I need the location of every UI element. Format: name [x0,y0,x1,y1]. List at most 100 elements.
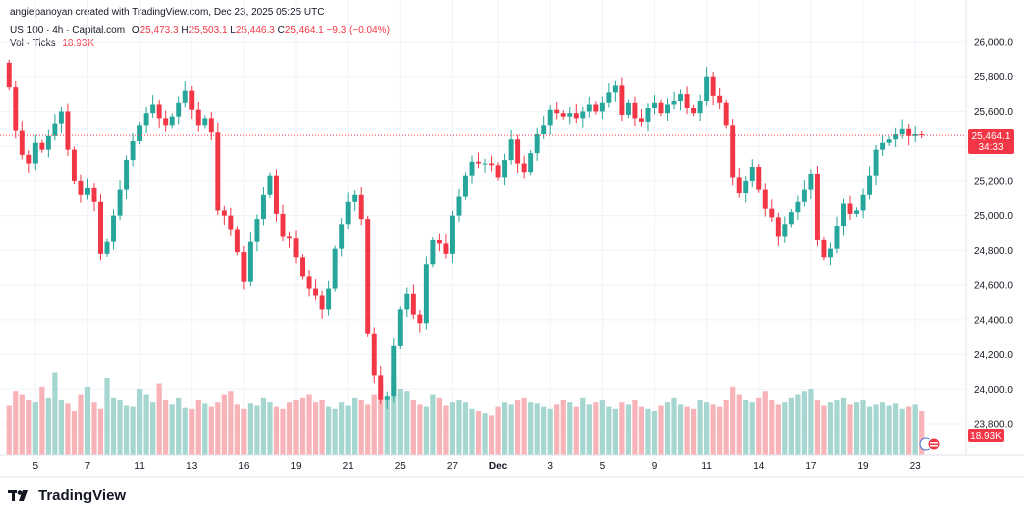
price-axis[interactable]: 26,000.025,800.025,600.025,400.025,200.0… [974,38,1013,431]
volume-bar [853,402,860,455]
volume-bar [26,400,32,455]
candle-body [775,217,781,237]
volume-bar [899,408,905,455]
volume-bar [423,406,429,455]
volume-bar [749,402,755,455]
high-value: 25,503.1 [188,25,228,36]
time-tick-label: 16 [238,461,250,472]
volume-bar [397,389,403,455]
volume-bar [599,400,605,455]
volume-bar [78,394,84,455]
candle-body [808,173,814,190]
candle-body [332,248,338,289]
candle-body [880,142,886,150]
flag-icon[interactable] [919,437,941,451]
volume-bar [443,405,449,455]
price-badge-countdown: 34:33 [978,142,1003,153]
candle-body [730,125,736,178]
volume-bar [482,413,488,455]
candle-body [182,90,188,103]
candle-body [26,154,32,164]
candle-body [567,113,573,117]
volume-bar [449,402,456,455]
price-tick-label: 24,200.0 [974,350,1013,361]
volume-bar [528,402,534,455]
volume-bar [247,403,254,455]
volume-bar [84,386,91,455]
volume-bar [840,397,847,455]
candle-body [143,113,149,126]
time-axis[interactable]: 5 7 11 13 16 19 21 25 27 Dec 3 5 9 11 14 17 19 23 [33,461,922,472]
candle-body [358,194,364,220]
symbol-label[interactable]: US 100 · 4h · Capital.com [10,25,126,36]
volume-bar [345,405,351,455]
time-tick-label: 5 [33,461,39,472]
volume-bar [202,403,208,455]
candle-body [788,212,794,225]
volume-bar [651,411,658,455]
candle-body [469,161,475,176]
volume-bar [866,406,873,455]
volume-bar [293,400,299,455]
candle-body [606,92,612,103]
volume-bar [117,400,123,455]
volume-bar [769,400,775,455]
candle-body [430,239,436,265]
volume-bar [182,407,188,455]
candle-body [365,219,371,334]
candle-body [801,189,807,202]
time-tick-label: Dec [489,461,508,472]
volume-bar [32,402,38,455]
volume-bar [365,404,371,455]
volume-bar [704,402,710,455]
volume-bar [241,408,247,455]
time-tick-label: 14 [753,461,765,472]
price-tick-label: 25,600.0 [974,107,1013,118]
candle-body [378,375,384,400]
tradingview-logo[interactable]: TradingView [8,487,126,504]
candle-body [163,118,169,126]
candle-body [436,239,442,244]
volume-bar [775,404,781,455]
candle-body [717,95,723,103]
candle-body [91,187,97,202]
volume-bar [554,404,560,455]
candle-body [665,104,671,114]
candle-body [834,226,840,249]
candle-body [495,165,501,178]
volume-bar [606,406,612,455]
volume-bar [391,378,397,455]
candle-body [449,215,455,254]
candle-body [580,111,586,119]
candle-body [482,163,488,165]
volume-bar [762,391,768,455]
volume-label[interactable]: Vol · Ticks [10,38,56,49]
candle-body [906,128,912,136]
candle-body [404,293,410,310]
volume-bar [52,372,58,455]
volume-bar [690,408,697,455]
candle-body [39,142,45,150]
volume-bar [730,386,736,455]
volume-bar [384,397,390,455]
candle-body [423,264,429,324]
volume-bar [586,404,592,455]
volume-bar [339,402,345,455]
candle-body [749,167,755,181]
volume-bar [254,405,260,455]
candle-body [391,345,397,397]
candle-body [599,102,605,112]
candle-body [228,215,234,230]
candle-body [534,134,540,154]
volume-bar [352,397,358,455]
volume-bar [371,394,377,455]
candle-body [169,116,175,126]
volume-bar [156,383,162,455]
volume-bar [143,394,149,455]
volume-bar [430,394,436,455]
candle-body [652,102,657,108]
volume-bar [658,405,664,455]
candle-body [886,139,892,143]
brand-name: TradingView [38,487,127,504]
